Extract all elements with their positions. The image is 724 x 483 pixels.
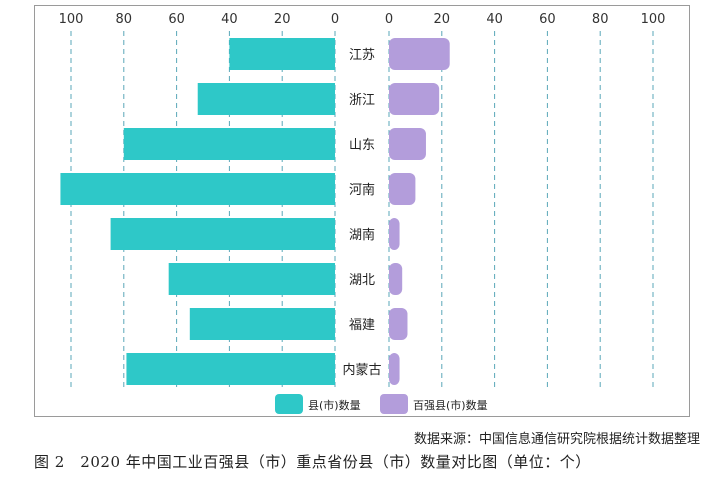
bar-top100-count: [389, 128, 426, 160]
chart-frame: 100 80 60 40 20 0 0 20 40 60 80 100 江苏浙江山东河南湖南湖北福建内蒙…: [34, 5, 690, 417]
bar-top100-count: [389, 38, 450, 70]
bar-top100-count: [389, 218, 400, 250]
legend-label-top100: 百强县(市)数量: [413, 398, 488, 412]
left-axis-tick-label: 40: [221, 12, 238, 27]
category-label: 山东: [349, 138, 375, 153]
butterfly-bar-chart: 100 80 60 40 20 0 0 20 40 60 80 100 江苏浙江山东河南湖南湖北福建内蒙…: [59, 12, 666, 414]
category-label: 内蒙古: [342, 362, 381, 378]
left-axis-tick-label: 80: [116, 12, 133, 27]
right-axis-tick-label: 0: [385, 12, 393, 27]
right-axis-tick-label: 60: [539, 12, 556, 27]
figure-caption: 图 2 2020 年中国工业百强县（市）重点省份县（市）数量对比图（单位：个）: [34, 453, 591, 471]
legend-swatch-top100: [380, 394, 408, 414]
left-axis-tick-label: 60: [168, 12, 185, 27]
bar-county-count: [189, 308, 335, 340]
bar-county-count: [60, 173, 335, 205]
right-axis-tick-label: 100: [641, 12, 666, 27]
right-axis-tick-label: 80: [592, 12, 609, 27]
legend-swatch-county: [275, 394, 303, 414]
legend-label-county: 县(市)数量: [308, 398, 361, 412]
bar-top100-count: [389, 263, 403, 295]
bar-county-count: [168, 263, 335, 295]
right-axis-tick-label: 20: [434, 12, 451, 27]
right-axis-tick-label: 40: [486, 12, 503, 27]
bar-top100-count: [389, 353, 400, 385]
category-label: 湖南: [349, 227, 375, 243]
left-axis-tick-label: 20: [274, 12, 291, 27]
bar-top100-count: [389, 308, 408, 340]
bar-top100-count: [389, 173, 416, 205]
bar-county-count: [110, 218, 335, 250]
bar-county-count: [197, 83, 335, 115]
category-label: 河南: [349, 182, 375, 198]
left-axis-tick-label: 0: [331, 12, 339, 27]
left-axis-tick-label: 100: [59, 12, 84, 27]
category-label: 福建: [349, 318, 375, 333]
category-label: 江苏: [349, 47, 375, 63]
category-label: 浙江: [349, 93, 375, 108]
source-note: 数据来源：中国信息通信研究院根据统计数据整理: [413, 432, 700, 447]
bar-county-count: [126, 353, 335, 385]
bar-county-count: [123, 128, 335, 160]
bar-top100-count: [389, 83, 440, 115]
category-label: 湖北: [349, 273, 375, 288]
bar-county-count: [229, 38, 335, 70]
